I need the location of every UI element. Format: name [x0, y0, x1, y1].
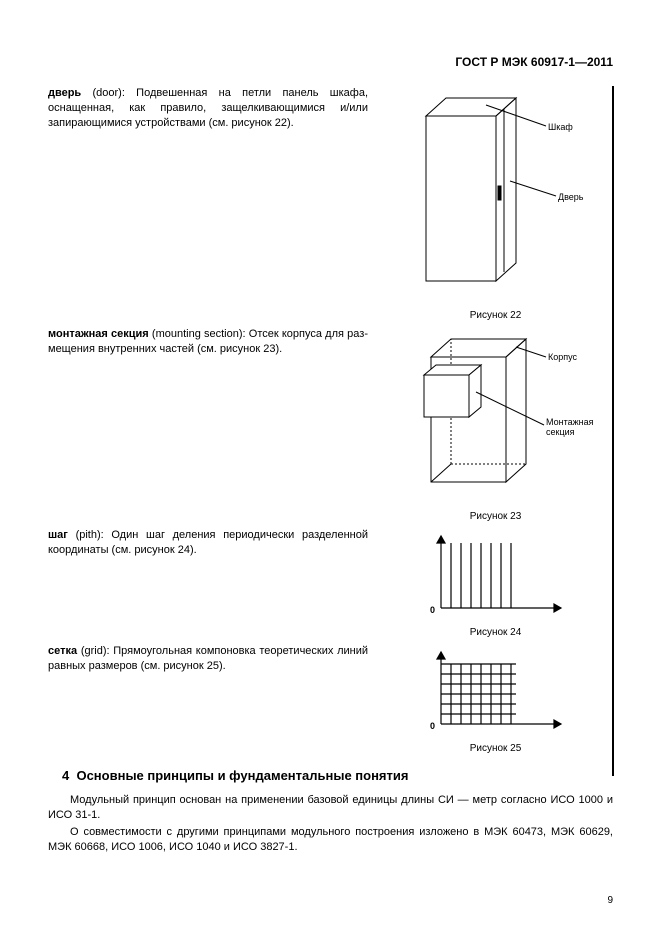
page-number: 9	[607, 895, 613, 906]
figure-caption: Рисунок 25	[378, 743, 613, 754]
page: ГОСТ Р МЭК 60917-1—2011 дверь (door): По…	[0, 0, 661, 936]
enclosure-diagram: Корпус Монтажная секция	[396, 327, 596, 507]
figure-caption: Рисунок 23	[378, 511, 613, 522]
origin-label: 0	[430, 605, 435, 615]
doc-header: ГОСТ Р МЭК 60917-1—2011	[455, 55, 613, 69]
definition-text: дверь (door): Подвешенная на петли панел…	[48, 86, 378, 131]
definition-text: монтажная секция (mounting section): Отс…	[48, 327, 378, 357]
body-paragraph: Модульный принцип основан на применении …	[48, 793, 613, 823]
cabinet-diagram: Шкаф Дверь	[396, 86, 596, 306]
definition-row-door: дверь (door): Подвешенная на петли панел…	[48, 86, 613, 321]
body-paragraph: О совместимости с другими принципами мод…	[48, 825, 613, 855]
pitch-diagram: 0	[416, 528, 576, 623]
figure-25: 0 Рисунок 25	[378, 644, 613, 754]
figure-caption: Рисунок 24	[378, 627, 613, 638]
figure-caption: Рисунок 22	[378, 310, 613, 321]
figure-22: Шкаф Дверь Рисунок 22	[378, 86, 613, 321]
origin-label: 0	[430, 721, 435, 731]
cabinet-label: Шкаф	[548, 122, 573, 132]
section-heading: 4 Основные принципы и фундаментальные по…	[62, 768, 613, 783]
grid-diagram: 0	[416, 644, 576, 739]
definition-text: шаг (pith): Один шаг деления периодическ…	[48, 528, 378, 558]
door-label: Дверь	[558, 192, 584, 202]
figure-24: 0 Рисунок 24	[378, 528, 613, 638]
section-label-1: Монтажная	[546, 417, 594, 427]
definition-row-pitch: шаг (pith): Один шаг деления периодическ…	[48, 528, 613, 638]
definition-row-mounting: монтажная секция (mounting section): Отс…	[48, 327, 613, 522]
definition-row-grid: сетка (grid): Прямоугольная компоновка т…	[48, 644, 613, 754]
figure-23: Корпус Монтажная секция Рисунок 23	[378, 327, 613, 522]
content-area: дверь (door): Подвешенная на петли панел…	[48, 86, 613, 856]
enclosure-label: Корпус	[548, 352, 578, 362]
definition-text: сетка (grid): Прямоугольная компоновка т…	[48, 644, 378, 674]
section-label-2: секция	[546, 427, 575, 437]
